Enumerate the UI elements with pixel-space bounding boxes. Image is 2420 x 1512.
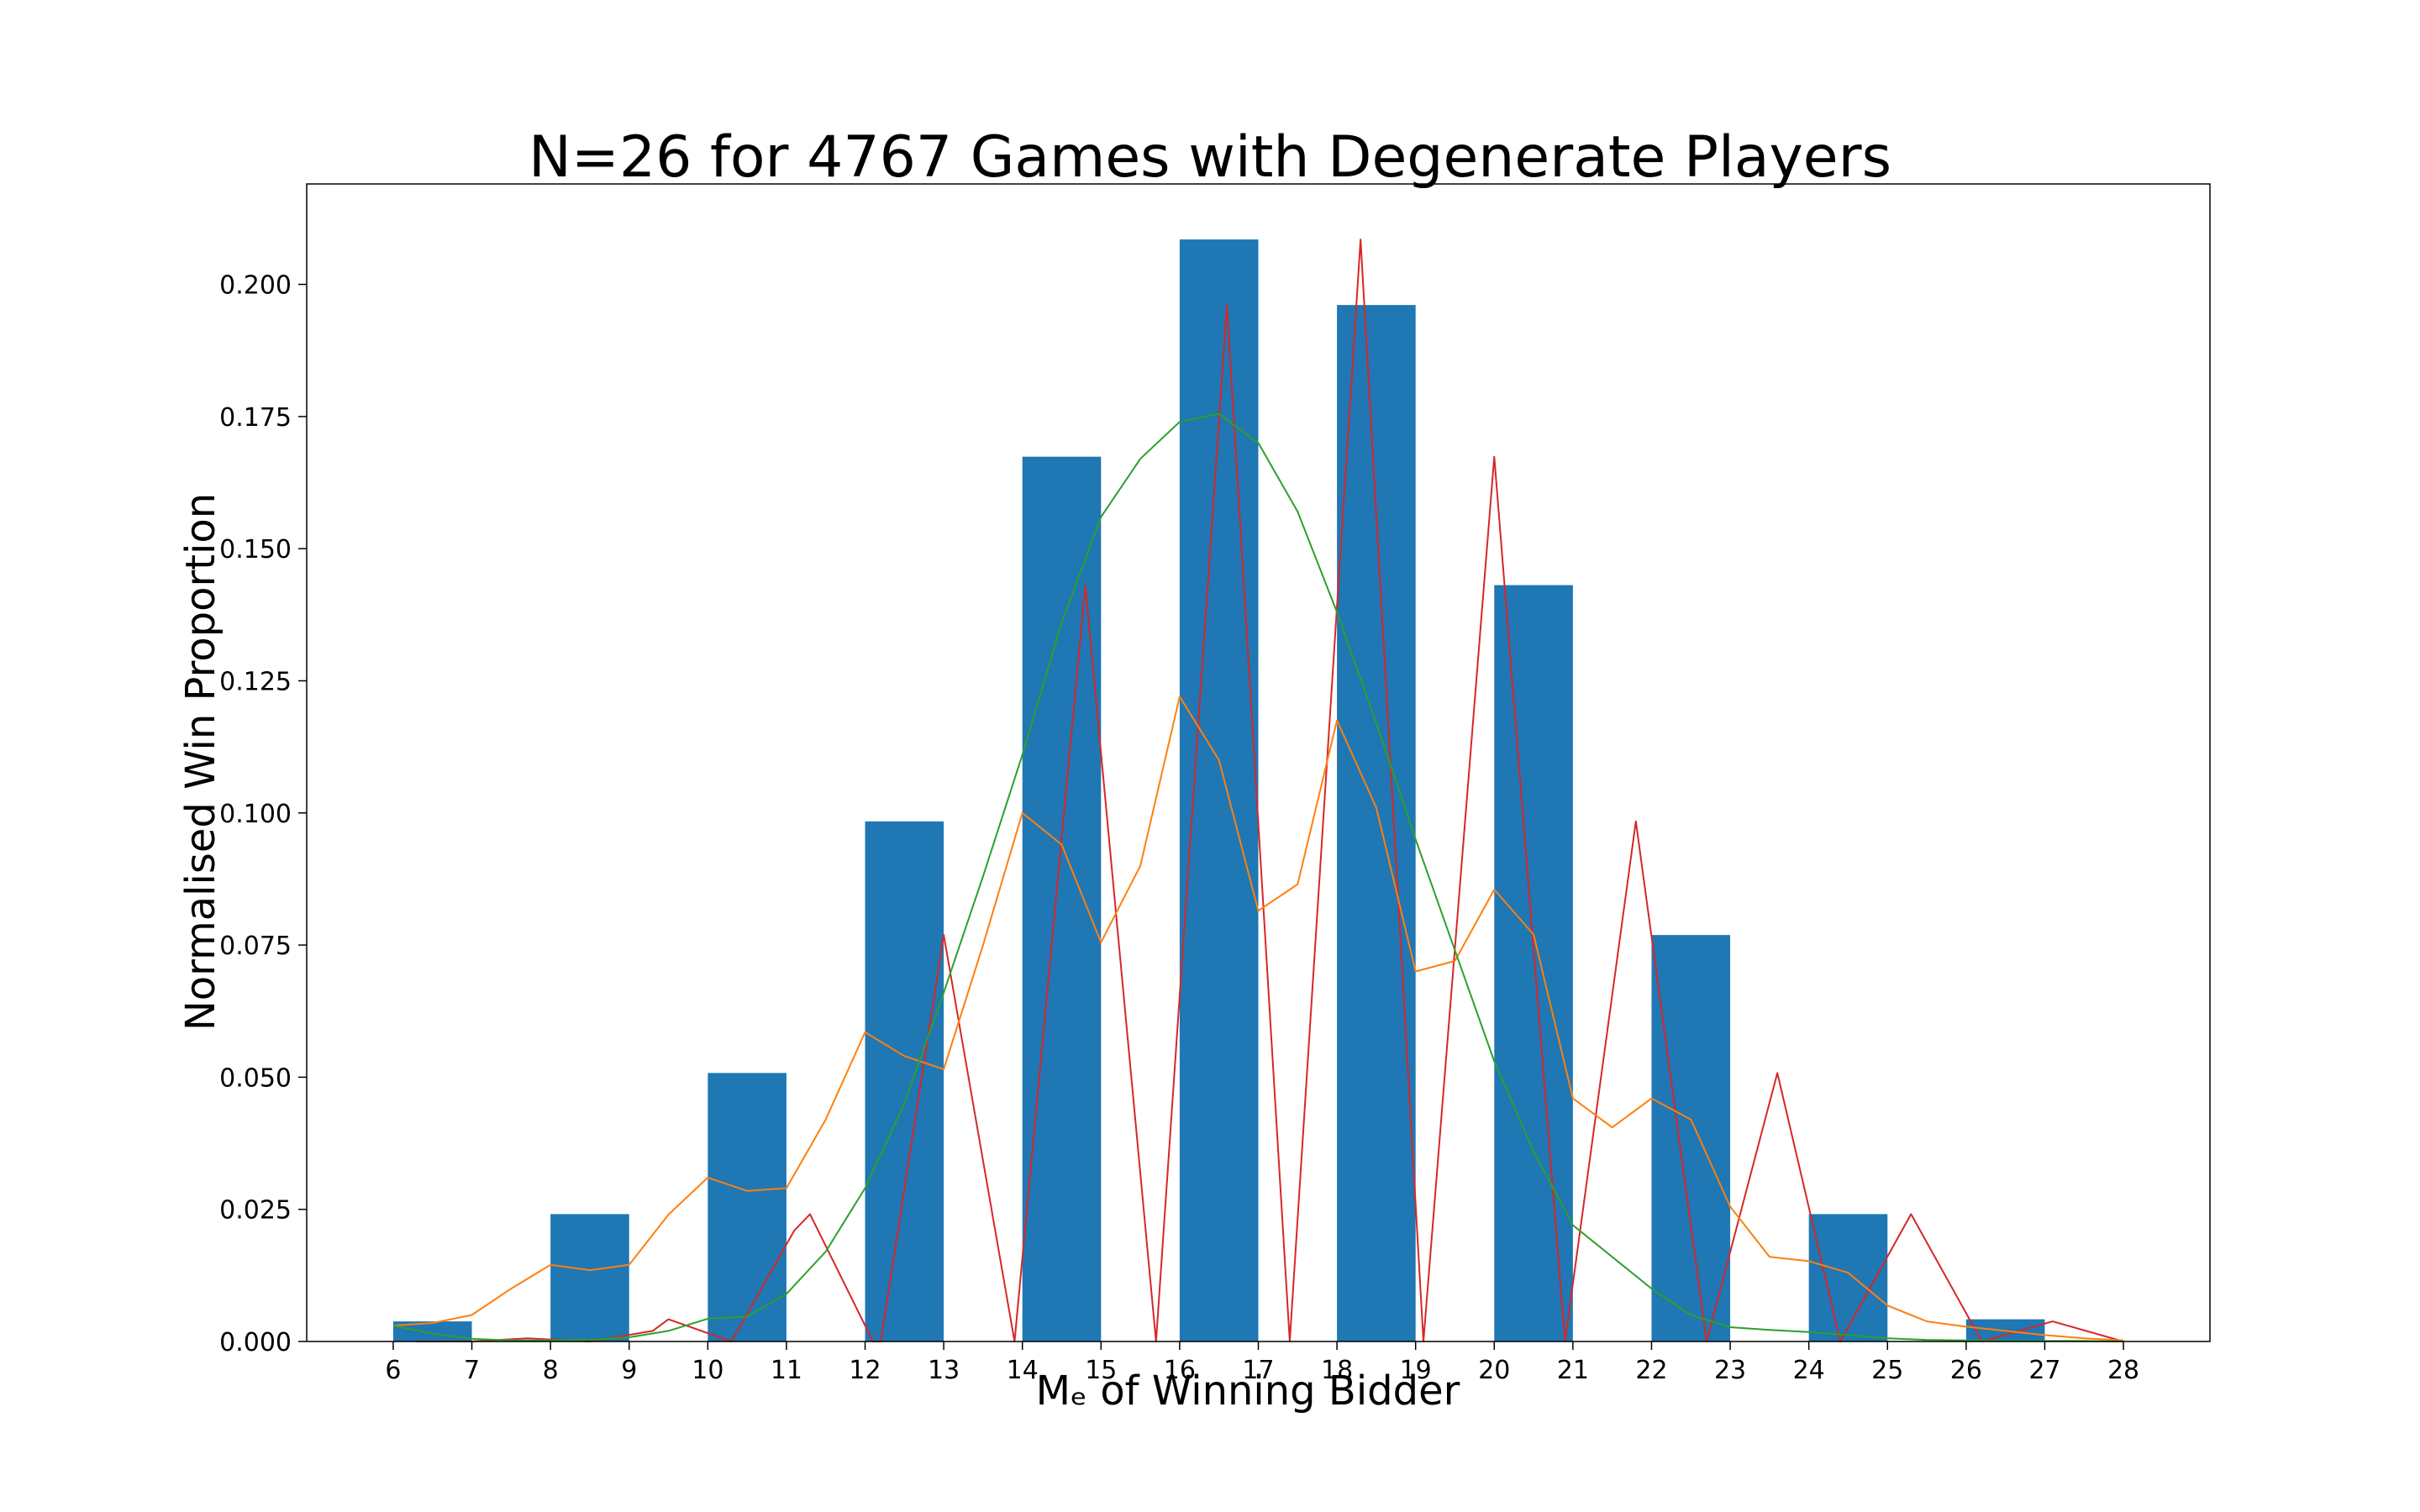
chart-title: N=26 for 4767 Games with Degenerate Play… (529, 124, 1891, 191)
bars-layer (392, 239, 2045, 1341)
x-tick-label: 26 (1950, 1356, 1982, 1385)
series-line-2 (392, 696, 2124, 1341)
x-axis-title: Mₑ of Winning Bidder (1036, 1368, 1460, 1415)
y-tick-label: 0.025 (219, 1196, 292, 1226)
y-tick-label: 0.175 (219, 403, 292, 433)
x-tick-label: 8 (543, 1356, 559, 1385)
x-tick-label: 6 (385, 1356, 401, 1385)
bar (865, 821, 944, 1341)
y-tick-label: 0.075 (219, 932, 292, 961)
x-axis: 6 7 8 9 10 11 12 13 14 15 16 17 18 19 20 21 22 23 24 25 26 27… (385, 1341, 2139, 1385)
bar (550, 1214, 629, 1341)
x-tick-label: 27 (2028, 1356, 2060, 1385)
x-tick-label: 18 (1321, 1356, 1353, 1385)
x-tick-label: 10 (692, 1356, 723, 1385)
x-tick-label: 17 (1242, 1356, 1274, 1385)
x-tick-label: 11 (771, 1356, 802, 1385)
x-tick-label: 19 (1400, 1356, 1432, 1385)
x-tick-label: 20 (1478, 1356, 1510, 1385)
x-tick-label: 7 (464, 1356, 480, 1385)
y-tick-label: 0.200 (219, 271, 292, 301)
x-tick-label: 16 (1164, 1356, 1196, 1385)
bar (1651, 935, 1731, 1341)
y-tick-label: 0.000 (219, 1328, 292, 1357)
x-tick-label: 9 (621, 1356, 637, 1385)
x-tick-label: 23 (1714, 1356, 1746, 1385)
x-tick-label: 13 (928, 1356, 960, 1385)
x-tick-label: 15 (1085, 1356, 1117, 1385)
x-tick-label: 14 (1007, 1356, 1039, 1385)
x-tick-label: 22 (1635, 1356, 1667, 1385)
bar (1808, 1214, 1888, 1341)
y-axis: 0.000 0.025 0.050 0.075 0.100 0.125 0.150 0.175… (219, 271, 307, 1357)
bar (1337, 305, 1416, 1341)
series-line-1 (417, 239, 2124, 1342)
bar (1022, 456, 1102, 1341)
x-tick-label: 21 (1557, 1356, 1589, 1385)
bar (1179, 239, 1259, 1341)
series-line-3 (392, 412, 2124, 1342)
x-tick-label: 25 (1871, 1356, 1903, 1385)
y-tick-label: 0.150 (219, 535, 292, 564)
y-tick-label: 0.125 (219, 667, 292, 696)
x-tick-label: 28 (2107, 1356, 2139, 1385)
bar (708, 1073, 786, 1341)
bar (1494, 585, 1573, 1341)
y-tick-label: 0.050 (219, 1063, 292, 1093)
y-tick-label: 0.100 (219, 800, 292, 829)
y-axis-title: Normalised Win Proportion (177, 493, 224, 1031)
x-tick-label: 24 (1793, 1356, 1825, 1385)
x-tick-label: 12 (849, 1356, 881, 1385)
